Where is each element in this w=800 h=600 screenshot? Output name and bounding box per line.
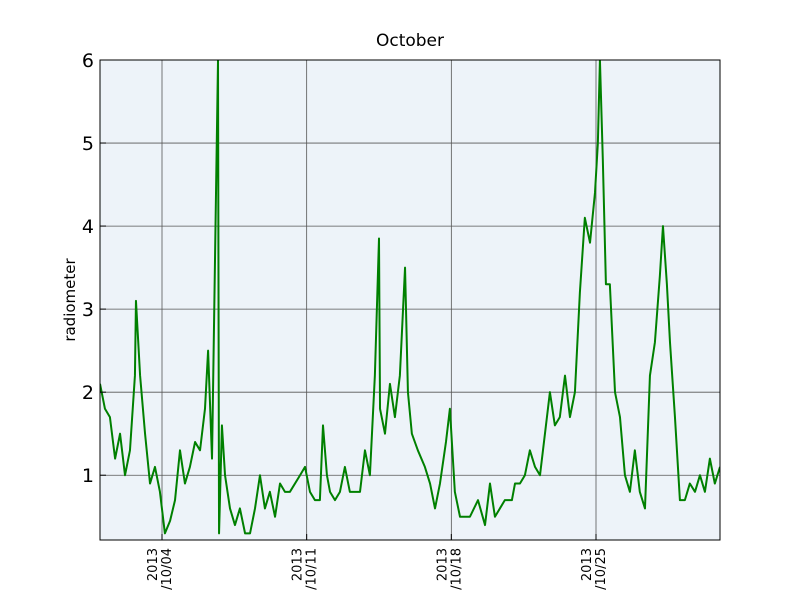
x-tick-label: 2013/10/18 <box>435 548 464 590</box>
plot-lines <box>100 60 720 535</box>
x-tick-label: 2013/10/04 <box>146 548 175 590</box>
y-tick-label: 3 <box>82 299 94 321</box>
x-tick-label: 2013/10/11 <box>291 548 320 590</box>
y-tick-label: 5 <box>82 133 94 155</box>
ticks: 1 2 3 4 5 6 2013/10/04 2013/10/11 2013/10/18 2013… <box>82 50 609 590</box>
plot-background <box>100 60 720 540</box>
chart-title: October <box>376 31 444 51</box>
y-tick-label: 6 <box>82 50 94 72</box>
x-tick-label: 2013/10/25 <box>580 548 609 590</box>
y-tick-label: 4 <box>82 216 94 238</box>
y-tick-label: 1 <box>82 465 94 487</box>
y-tick-label: 2 <box>82 382 94 404</box>
data-line <box>100 60 720 535</box>
y-axis-label: radiometer <box>61 257 79 341</box>
plot-frame <box>99 59 721 541</box>
